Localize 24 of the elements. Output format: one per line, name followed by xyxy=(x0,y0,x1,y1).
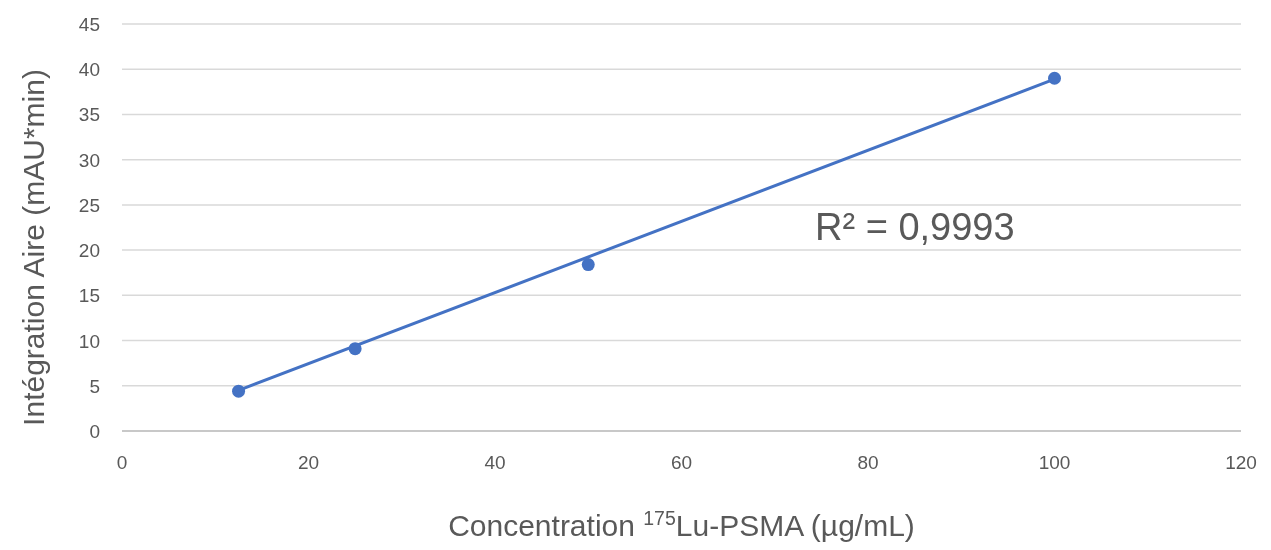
y-tick-label: 20 xyxy=(78,240,100,262)
point xyxy=(232,384,246,398)
point xyxy=(581,258,595,272)
x-tick-label: 40 xyxy=(484,452,506,473)
y-tick-label: 40 xyxy=(78,59,100,81)
y-tick-label: 35 xyxy=(78,104,100,126)
y-tick-label: 30 xyxy=(78,149,100,171)
y-tick-label: 15 xyxy=(78,285,100,307)
annotation: R² = 0,9993 xyxy=(815,206,1015,248)
x-axis-title: Concentration $^{175}$Lu-PSMA (µg/mL) xyxy=(448,507,915,542)
y-tick-label: 0 xyxy=(89,421,100,442)
y-tick-label: 25 xyxy=(78,194,100,216)
point xyxy=(1048,71,1061,85)
point xyxy=(348,342,362,356)
x-tick-label: 120 xyxy=(1225,452,1257,473)
y-tick-label: 10 xyxy=(78,330,100,352)
x-tick-label: 80 xyxy=(857,452,879,473)
y-tick-label: 45 xyxy=(78,14,100,35)
x-tick-label: 0 xyxy=(116,452,128,473)
y-tick-label: 5 xyxy=(89,375,100,397)
y-axis-title: Intégration Aire (mAU*min) xyxy=(17,69,50,426)
x-tick-label: 100 xyxy=(1038,452,1071,473)
x-tick-label: 60 xyxy=(670,452,693,473)
x-tick-label: 20 xyxy=(297,452,320,473)
